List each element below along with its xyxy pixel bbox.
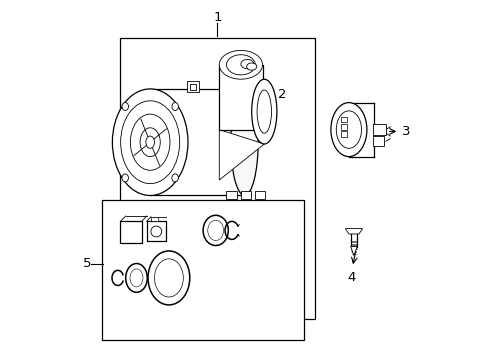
Bar — [219, 65, 262, 130]
Ellipse shape — [140, 128, 160, 157]
Bar — [340, 131, 347, 137]
Text: 1: 1 — [213, 11, 221, 24]
Bar — [373, 124, 385, 135]
Ellipse shape — [246, 63, 256, 70]
Ellipse shape — [219, 50, 262, 79]
Polygon shape — [350, 247, 356, 256]
Bar — [340, 124, 347, 130]
Text: 3: 3 — [401, 125, 410, 138]
Text: 4: 4 — [347, 271, 355, 284]
Ellipse shape — [207, 220, 223, 240]
Ellipse shape — [148, 251, 189, 305]
Ellipse shape — [257, 90, 271, 133]
Ellipse shape — [172, 174, 178, 182]
Bar — [102, 200, 303, 340]
Bar — [255, 191, 265, 199]
Ellipse shape — [203, 215, 228, 246]
Ellipse shape — [172, 103, 178, 111]
Ellipse shape — [336, 111, 361, 148]
Ellipse shape — [130, 114, 170, 170]
Ellipse shape — [154, 259, 183, 297]
Bar — [186, 81, 199, 92]
Ellipse shape — [122, 103, 128, 111]
Bar — [340, 117, 347, 122]
Bar — [189, 84, 196, 90]
Bar — [146, 221, 166, 241]
Ellipse shape — [330, 103, 366, 157]
Text: 5: 5 — [82, 257, 91, 270]
Ellipse shape — [241, 59, 253, 69]
Bar — [120, 38, 314, 319]
Polygon shape — [219, 130, 264, 180]
Ellipse shape — [251, 79, 276, 144]
Ellipse shape — [121, 101, 179, 184]
Ellipse shape — [125, 264, 147, 292]
Bar — [373, 136, 384, 146]
Polygon shape — [345, 229, 362, 234]
Ellipse shape — [112, 89, 187, 195]
Bar — [241, 191, 250, 199]
Ellipse shape — [151, 226, 162, 237]
Ellipse shape — [226, 55, 255, 75]
Bar — [120, 221, 142, 243]
Ellipse shape — [122, 174, 128, 182]
Bar — [151, 217, 158, 221]
Ellipse shape — [230, 89, 258, 195]
Ellipse shape — [145, 136, 154, 148]
Bar — [226, 191, 236, 199]
Text: 2: 2 — [277, 88, 285, 101]
Ellipse shape — [130, 269, 142, 287]
